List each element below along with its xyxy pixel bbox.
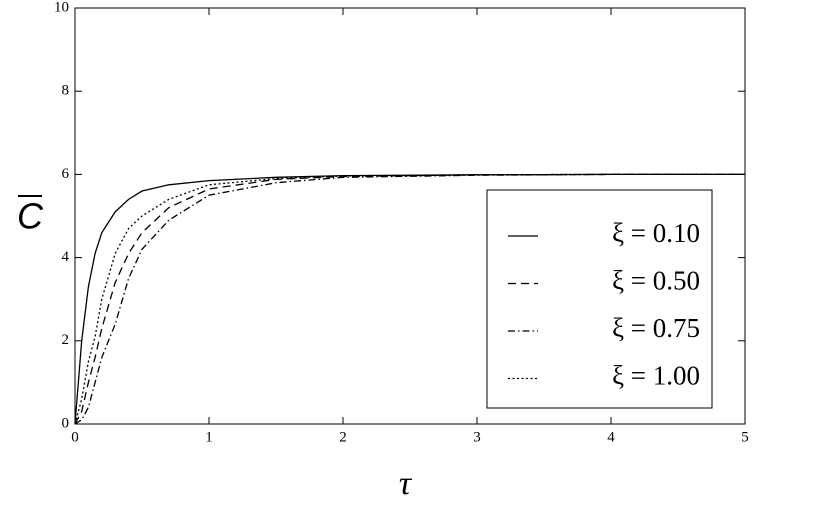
y-tick-label: 0 [62,415,70,431]
y-axis-label: C [17,196,44,237]
x-tick-label: 3 [473,429,481,445]
y-tick-label: 2 [62,332,70,348]
legend-label: ξ = 0.75 [612,313,700,343]
x-tick-label: 5 [741,429,749,445]
y-tick-label: 8 [62,83,70,99]
x-tick-label: 4 [607,429,615,445]
x-axis-label: τ [399,465,413,502]
y-tick-label: 10 [54,0,69,15]
plot-frame [74,7,746,425]
y-tick-label: 4 [62,249,70,265]
legend-label: ξ = 1.00 [612,361,700,391]
series-line [74,173,745,425]
x-tick-label: 0 [71,429,79,445]
x-tick-label: 1 [205,429,213,445]
legend-box [486,189,713,409]
series-line [74,173,745,425]
legend-label: ξ = 0.10 [612,218,700,248]
legend-label: ξ = 0.50 [612,266,700,296]
y-axis-label-group: C [17,195,44,237]
series-line [74,173,745,425]
x-tick-label: 2 [339,429,347,445]
y-tick-label: 6 [62,166,70,182]
